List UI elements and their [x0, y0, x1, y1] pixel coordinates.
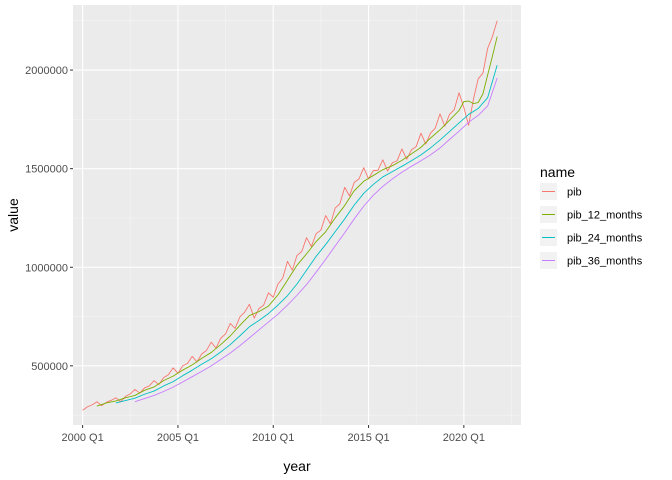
- x-tick-label: 2015 Q1: [347, 432, 389, 444]
- series-line-pib: [82, 20, 498, 411]
- legend-label: pib: [567, 187, 582, 199]
- x-axis: 2000 Q1 2005 Q1 2010 Q1 2015 Q1 2020 Q1: [62, 425, 485, 444]
- y-tick-label: 1000000: [25, 262, 68, 274]
- legend: name pib pib_12_months pib_24_months pib_36…: [540, 164, 643, 269]
- legend-title: name: [540, 164, 575, 180]
- series-line-pib-36-months: [134, 77, 498, 403]
- series-line-pib-12-months: [96, 36, 498, 407]
- plot-panel: [73, 5, 521, 425]
- legend-label: pib_36_months: [567, 256, 643, 268]
- x-tick-label: 2000 Q1: [62, 432, 104, 444]
- x-tick-label: 2020 Q1: [443, 432, 485, 444]
- y-tick-label: 1500000: [25, 164, 68, 176]
- x-axis-title: year: [283, 458, 311, 474]
- y-tick-label: 2000000: [25, 65, 68, 77]
- y-tick-label: 500000: [31, 361, 68, 373]
- legend-label: pib_24_months: [567, 233, 643, 245]
- y-axis: 500000 1000000 1500000 2000000: [25, 65, 73, 373]
- major-gridlines: [73, 5, 521, 425]
- minor-gridlines: [73, 5, 521, 425]
- series-lines: [82, 20, 498, 411]
- x-tick-label: 2005 Q1: [157, 432, 199, 444]
- x-tick-label: 2010 Q1: [252, 432, 294, 444]
- y-axis-title: value: [5, 198, 21, 232]
- series-line-pib-24-months: [115, 65, 498, 404]
- legend-label: pib_12_months: [567, 210, 643, 222]
